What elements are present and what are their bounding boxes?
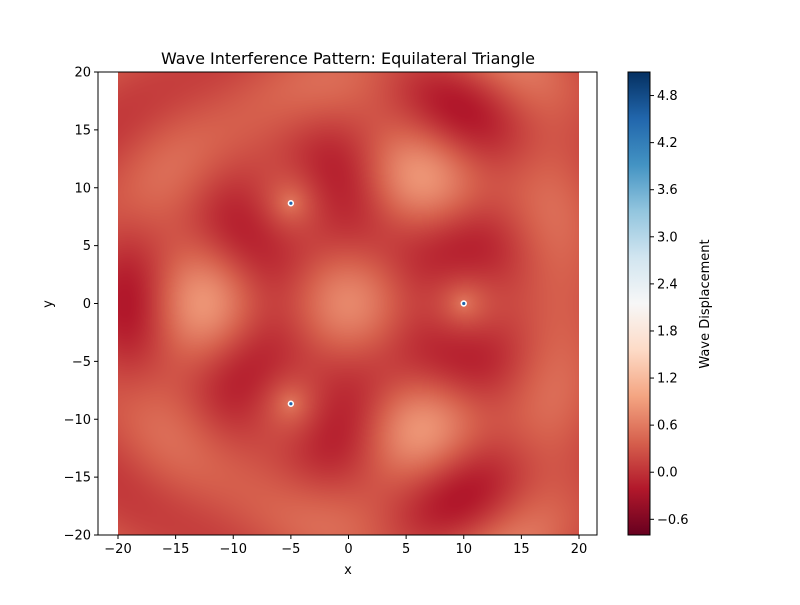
x-tick-label: −20 <box>104 542 131 557</box>
colorbar-tick-label: 1.2 <box>657 372 678 387</box>
y-tick-label: 10 <box>74 181 91 196</box>
x-tick-label: −5 <box>281 542 300 557</box>
x-axis: −20 −15 −10 −5 0 5 10 15 20 <box>104 535 587 557</box>
source-point-1 <box>289 201 293 205</box>
y-tick-label: 5 <box>83 239 91 254</box>
source-point-2 <box>289 402 293 406</box>
y-axis-label: y <box>41 300 56 308</box>
colorbar-tick-label: 4.2 <box>657 136 678 151</box>
y-tick-label: −10 <box>64 413 91 428</box>
y-tick-label: −5 <box>72 355 91 370</box>
colorbar-tick-label: 4.8 <box>657 89 678 104</box>
colorbar-label: Wave Displacement <box>698 239 713 368</box>
x-tick-label: 10 <box>455 542 472 557</box>
source-markers <box>287 200 467 407</box>
colorbar-tick-label: 2.4 <box>657 277 678 292</box>
colorbar-tick-label: 1.8 <box>657 324 678 339</box>
colorbar-tick-label: 3.0 <box>657 230 678 245</box>
colorbar-tick-label: 0.6 <box>657 419 678 434</box>
source-point-0 <box>462 301 466 306</box>
colorbar: −0.6 0.0 0.6 1.2 1.8 2.4 3.0 3.6 4.2 4.8 Wave Dis… <box>627 71 713 536</box>
y-tick-label: 15 <box>74 123 91 138</box>
colorbar-tick-label: 0.0 <box>657 466 678 481</box>
chart-title: Wave Interference Pattern: Equilateral T… <box>161 49 535 68</box>
y-tick-label: 20 <box>74 66 91 81</box>
interference-field <box>118 72 579 535</box>
x-tick-label: 0 <box>344 542 352 557</box>
x-tick-label: 5 <box>402 542 410 557</box>
y-tick-label: −20 <box>64 529 91 544</box>
x-axis-label: x <box>344 563 352 578</box>
colorbar-tick-label: −0.6 <box>657 513 689 528</box>
x-tick-label: 15 <box>513 542 530 557</box>
colorbar-gradient <box>627 71 651 536</box>
x-tick-label: −15 <box>162 542 189 557</box>
y-axis: −20 −15 −10 −5 0 5 10 15 20 <box>64 66 98 544</box>
y-tick-label: 0 <box>83 297 91 312</box>
colorbar-tick-label: 3.6 <box>657 183 678 198</box>
colorbar-ticks: −0.6 0.0 0.6 1.2 1.8 2.4 3.0 3.6 4.2 4.8 <box>650 89 689 528</box>
x-tick-label: 20 <box>571 542 588 557</box>
y-tick-label: −15 <box>64 471 91 486</box>
x-tick-label: −10 <box>220 542 247 557</box>
plot-area <box>97 71 598 536</box>
